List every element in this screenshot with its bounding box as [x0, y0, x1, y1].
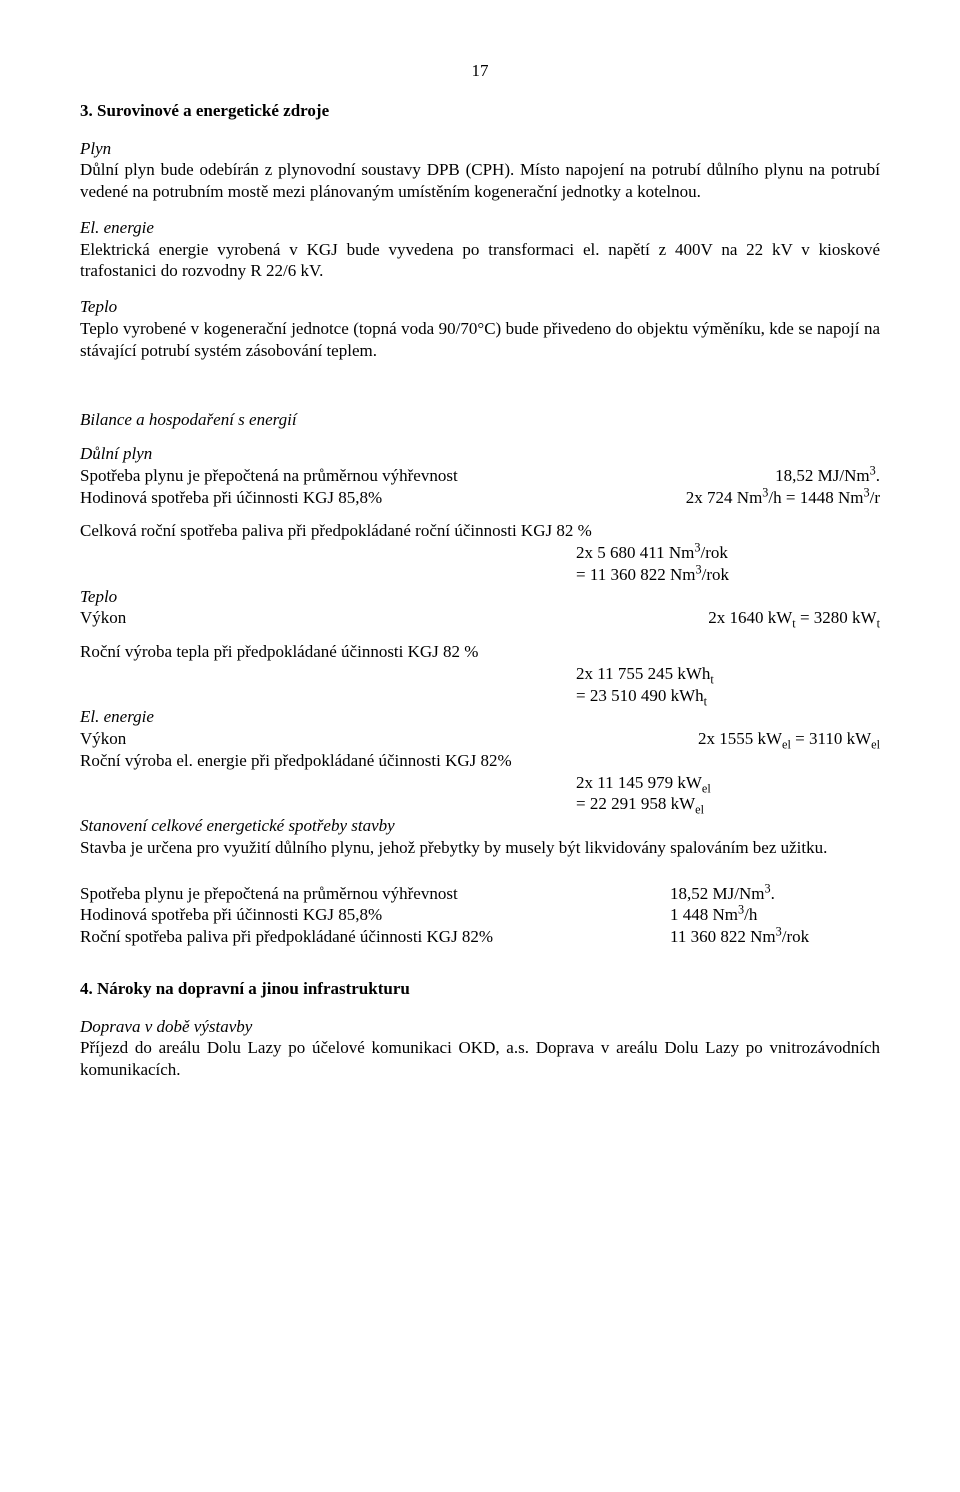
summary-row1: Spotřeba plynu je přepočtená na průměrno… — [80, 883, 880, 905]
summary-row1-val: 18,52 MJ/Nm3. — [670, 883, 880, 905]
bilance-teplo-row1-label: Výkon — [80, 607, 708, 629]
text: 1 448 Nm — [670, 905, 738, 924]
summary-row3-val: 11 360 822 Nm3/rok — [670, 926, 880, 948]
bilance-plyn-row1-val: 18,52 MJ/Nm3. — [775, 465, 880, 487]
bilance-el-val1: 2x 11 145 979 kWel — [80, 772, 880, 794]
bilance-el-row1-label: Výkon — [80, 728, 698, 750]
summary-row2: Hodinová spotřeba při účinnosti KGJ 85,8… — [80, 904, 880, 926]
doprava-body: Příjezd do areálu Dolu Lazy po účelové k… — [80, 1037, 880, 1081]
bilance-el-row2-label: Roční výroba el. energie při předpokláda… — [80, 750, 880, 772]
text: . — [876, 466, 880, 485]
celkova-val2: = 11 360 822 Nm3/rok — [80, 564, 880, 586]
summary-row3: Roční spotřeba paliva při předpokládané … — [80, 926, 880, 948]
rocni-teplo-val2: = 23 510 490 kWht — [80, 685, 880, 707]
text: /rok — [782, 927, 809, 946]
teplo-body: Teplo vyrobené v kogenerační jednotce (t… — [80, 318, 880, 362]
bilance-el-val2: = 22 291 958 kWel — [80, 793, 880, 815]
bilance-teplo-row1: Výkon 2x 1640 kWt = 3280 kWt — [80, 607, 880, 629]
text: /h — [744, 905, 757, 924]
text: = 23 510 490 kWh — [576, 686, 704, 705]
stanoveni-body: Stavba je určena pro využití důlního ply… — [80, 837, 880, 859]
text: 18,52 MJ/Nm — [775, 466, 869, 485]
plyn-title: Plyn — [80, 138, 880, 160]
text: 2x 5 680 411 Nm — [576, 543, 694, 562]
text: 2x 724 Nm — [686, 488, 763, 507]
text: 11 360 822 Nm — [670, 927, 776, 946]
text: /rok — [701, 543, 728, 562]
summary-row1-label: Spotřeba plynu je přepočtená na průměrno… — [80, 883, 670, 905]
page-number: 17 — [80, 60, 880, 82]
bilance-heading: Bilance a hospodaření s energií — [80, 409, 880, 431]
text: 2x 11 145 979 kW — [576, 773, 702, 792]
bilance-plyn-title: Důlní plyn — [80, 443, 880, 465]
text: 2x 11 755 245 kWh — [576, 664, 710, 683]
doprava-title: Doprava v době výstavby — [80, 1016, 880, 1038]
text: /h = 1448 Nm — [768, 488, 863, 507]
text: = 3110 kW — [791, 729, 871, 748]
text: /r — [870, 488, 880, 507]
bilance-teplo-row1-val: 2x 1640 kWt = 3280 kWt — [708, 607, 880, 629]
text: = 3280 kW — [796, 608, 877, 627]
bilance-plyn-row1-label: Spotřeba plynu je přepočtená na průměrno… — [80, 465, 775, 487]
bilance-plyn-row2: Hodinová spotřeba při účinnosti KGJ 85,8… — [80, 487, 880, 509]
text: 2x 1555 kW — [698, 729, 782, 748]
section-4-heading: 4. Nároky na dopravní a jinou infrastruk… — [80, 978, 880, 1000]
bilance-plyn-row2-label: Hodinová spotřeba při účinnosti KGJ 85,8… — [80, 487, 686, 509]
text: . — [771, 884, 775, 903]
text: = 22 291 958 kW — [576, 794, 695, 813]
stanoveni-title: Stanovení celkové energetické spotřeby s… — [80, 815, 880, 837]
text: 18,52 MJ/Nm — [670, 884, 764, 903]
bilance-el-row1-val: 2x 1555 kWel = 3110 kWel — [698, 728, 880, 750]
summary-row3-label: Roční spotřeba paliva při předpokládané … — [80, 926, 670, 948]
text: = 11 360 822 Nm — [576, 565, 695, 584]
el-title: El. energie — [80, 217, 880, 239]
teplo-title: Teplo — [80, 296, 880, 318]
bilance-teplo-title: Teplo — [80, 586, 880, 608]
celkova-label: Celková roční spotřeba paliva při předpo… — [80, 520, 880, 542]
bilance-plyn-row1: Spotřeba plynu je přepočtená na průměrno… — [80, 465, 880, 487]
rocni-teplo-val1: 2x 11 755 245 kWht — [80, 663, 880, 685]
summary-row2-val: 1 448 Nm3/h — [670, 904, 880, 926]
bilance-plyn-row2-val: 2x 724 Nm3/h = 1448 Nm3/r — [686, 487, 880, 509]
rocni-teplo-label: Roční výroba tepla při předpokládané úči… — [80, 641, 880, 663]
summary-row2-label: Hodinová spotřeba při účinnosti KGJ 85,8… — [80, 904, 670, 926]
text: 2x 1640 kW — [708, 608, 792, 627]
bilance-el-title: El. energie — [80, 706, 880, 728]
text: /rok — [702, 565, 729, 584]
section-3-heading: 3. Surovinové a energetické zdroje — [80, 100, 880, 122]
bilance-el-row1: Výkon 2x 1555 kWel = 3110 kWel — [80, 728, 880, 750]
celkova-val1: 2x 5 680 411 Nm3/rok — [80, 542, 880, 564]
plyn-body: Důlní plyn bude odebírán z plynovodní so… — [80, 159, 880, 203]
el-body: Elektrická energie vyrobená v KGJ bude v… — [80, 239, 880, 283]
